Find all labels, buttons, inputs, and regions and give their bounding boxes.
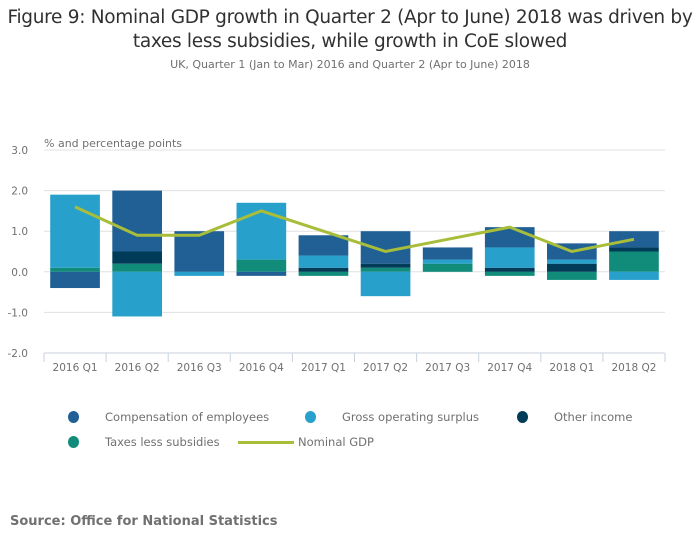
- bar-segment-gross-operating-surplus: [360, 271, 411, 297]
- bar-stack: [609, 231, 659, 280]
- bar-segment-compensation-of-employees: [50, 271, 100, 289]
- bar-segment-taxes-less-subsidies: [298, 271, 349, 276]
- bar-segment-gross-operating-surplus: [484, 247, 535, 268]
- bar-segment-taxes-less-subsidies: [236, 259, 287, 272]
- y-tick-label: -2.0: [8, 348, 29, 360]
- bar-stack: [236, 202, 287, 276]
- bar-segment-gross-operating-surplus: [547, 259, 597, 264]
- legend-item-compensation-of-employees[interactable]: Compensation of employees: [68, 410, 269, 424]
- y-tick-label: 2.0: [11, 186, 28, 198]
- legend-label: Compensation of employees: [105, 410, 270, 424]
- bar-stack: [112, 190, 162, 317]
- x-tick-label: 2018 Q2: [611, 362, 656, 374]
- x-tick-label: 2017 Q3: [425, 362, 470, 374]
- legend-item-nominal-gdp[interactable]: Nominal GDP: [238, 435, 374, 449]
- bar-segment-taxes-less-subsidies: [422, 263, 473, 272]
- bar-segment-other-income: [484, 267, 535, 272]
- legend-label: Other income: [554, 410, 633, 424]
- legend-marker-dot-icon: [68, 411, 79, 423]
- bar-segment-taxes-less-subsidies: [609, 251, 659, 272]
- bar-segment-other-income: [547, 263, 597, 272]
- x-tick-label: 2016 Q4: [239, 362, 284, 374]
- bar-segment-gross-operating-surplus: [174, 271, 225, 276]
- legend-label: Gross operating surplus: [342, 410, 479, 424]
- y-axis-label: % and percentage points: [44, 137, 182, 150]
- x-tick-label: 2017 Q4: [487, 362, 532, 374]
- legend-marker-dot-icon: [68, 436, 79, 448]
- bar-segment-taxes-less-subsidies: [484, 271, 535, 276]
- bar-stack: [50, 194, 100, 289]
- source-note: Source: Office for National Statistics: [10, 514, 278, 529]
- legend-label: Nominal GDP: [298, 435, 374, 449]
- y-tick-label: 1.0: [11, 226, 28, 238]
- chart-plot: 3.0 2.0 1.0 0.0 -1.0 -2.0 % and percentage po…: [8, 137, 666, 374]
- chart-title: Figure 9: Nominal GDP growth in Quarter …: [0, 6, 700, 54]
- x-axis: 2016 Q1 2016 Q2 2016 Q3 2016 Q4 2017 Q1 2017 …: [43, 352, 666, 374]
- bar-segment-taxes-less-subsidies: [50, 267, 100, 272]
- bar-segment-gross-operating-surplus: [112, 271, 162, 317]
- x-tick-label: 2018 Q1: [549, 362, 594, 374]
- bar-stack: [360, 231, 411, 297]
- legend-marker-line-icon: [238, 440, 294, 444]
- bar-segment-gross-operating-surplus: [609, 271, 659, 280]
- bar-segment-compensation-of-employees: [236, 271, 287, 276]
- bar-segment-compensation-of-employees: [174, 231, 225, 272]
- bar-segment-gross-operating-surplus: [298, 255, 349, 268]
- y-axis-ticks: 3.0 2.0 1.0 0.0 -1.0 -2.0: [8, 145, 29, 360]
- bar-segment-compensation-of-employees: [112, 190, 162, 252]
- bar-segment-other-income: [360, 263, 411, 268]
- legend-item-taxes-less-subsidies[interactable]: Taxes less subsidies: [68, 435, 220, 449]
- bar-segment-taxes-less-subsidies: [547, 271, 597, 280]
- bars: [50, 190, 659, 317]
- bar-stack: [174, 231, 225, 276]
- chart-title-line-1: Figure 9: Nominal GDP growth in Quarter …: [7, 7, 693, 28]
- legend-item-gross-operating-surplus[interactable]: Gross operating surplus: [305, 410, 479, 424]
- legend-marker-dot-icon: [517, 411, 528, 423]
- x-tick-label: 2016 Q1: [53, 362, 98, 374]
- bar-segment-other-income: [298, 267, 349, 272]
- bar-stack: [298, 235, 349, 276]
- x-tick-label: 2017 Q2: [363, 362, 408, 374]
- legend-item-other-income[interactable]: Other income: [517, 410, 632, 424]
- bar-segment-other-income: [112, 251, 162, 264]
- bar-segment-taxes-less-subsidies: [360, 267, 411, 272]
- bar-segment-compensation-of-employees: [298, 235, 349, 256]
- nominal-gdp-line: [74, 205, 635, 254]
- legend-marker-dot-icon: [305, 411, 316, 423]
- bar-segment-gross-operating-surplus: [422, 259, 473, 264]
- y-tick-label: 0.0: [11, 267, 28, 279]
- x-tick-label: 2016 Q2: [115, 362, 160, 374]
- bar-segment-gross-operating-surplus: [50, 194, 100, 268]
- chart-title-line-2: taxes less subsidies, while growth in Co…: [132, 31, 568, 52]
- legend: Compensation of employees Gross operatin…: [0, 405, 700, 455]
- x-tick-label: 2017 Q1: [301, 362, 346, 374]
- nominal-gdp-line-group: [74, 205, 635, 254]
- bar-segment-other-income: [609, 247, 659, 252]
- y-tick-label: -1.0: [8, 307, 29, 319]
- bar-segment-taxes-less-subsidies: [112, 263, 162, 272]
- y-tick-label: 3.0: [11, 145, 28, 157]
- chart-subtitle: UK, Quarter 1 (Jan to Mar) 2016 and Quar…: [170, 58, 530, 71]
- bar-stack: [422, 247, 473, 272]
- x-tick-label: 2016 Q3: [177, 362, 222, 374]
- bar-segment-compensation-of-employees: [422, 247, 473, 260]
- legend-label: Taxes less subsidies: [105, 435, 220, 449]
